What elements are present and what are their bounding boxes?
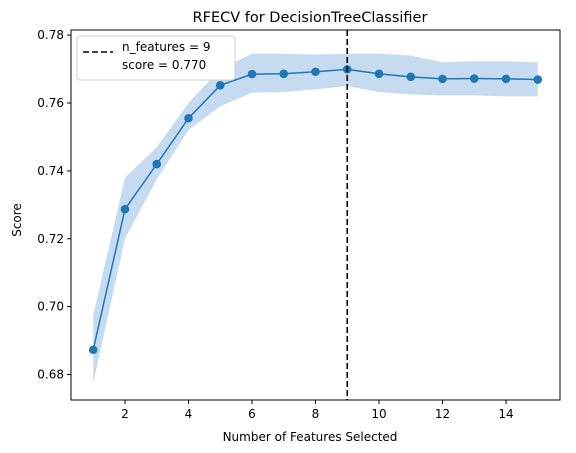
data-point xyxy=(247,69,257,79)
y-tick-label: 0.76 xyxy=(37,96,64,110)
axes-layer: 2 4 6 8 10 12 14 0.68 0.70 0.72 0.74 0.76 0.78 xyxy=(37,28,561,421)
legend-line-1: n_features = 9 xyxy=(122,40,211,54)
line-layer xyxy=(88,65,543,355)
x-tick-label: 8 xyxy=(312,407,320,421)
x-tick-label: 4 xyxy=(185,407,193,421)
band-layer xyxy=(93,53,538,384)
x-tick-label: 14 xyxy=(498,407,513,421)
data-point xyxy=(406,72,416,82)
data-point xyxy=(279,69,289,79)
data-point xyxy=(215,81,225,90)
legend: n_features = 9 score = 0.770 xyxy=(76,35,236,81)
data-point xyxy=(120,204,130,214)
data-point xyxy=(438,74,447,84)
data-point xyxy=(152,159,162,169)
data-point xyxy=(533,75,543,84)
legend-line-2: score = 0.770 xyxy=(122,58,206,72)
y-tick-label: 0.78 xyxy=(37,28,64,42)
x-tick-label: 12 xyxy=(435,407,450,421)
x-tick-label: 2 xyxy=(121,407,129,421)
y-axis-label: Score xyxy=(10,203,24,237)
y-tick-label: 0.74 xyxy=(37,164,64,178)
score-line xyxy=(92,68,538,350)
y-tick-label: 0.70 xyxy=(37,300,64,314)
y-tick-label: 0.68 xyxy=(37,368,64,382)
x-tick-label: 10 xyxy=(371,407,386,421)
y-tick-label: 0.72 xyxy=(37,232,64,246)
legend-frame xyxy=(76,35,236,81)
data-point xyxy=(311,67,320,77)
x-tick-label: 6 xyxy=(248,407,256,421)
confidence-band xyxy=(93,53,538,384)
data-point xyxy=(374,69,384,79)
data-point xyxy=(184,113,193,123)
chart-title: RFECV for DecisionTreeClassifier xyxy=(193,10,428,26)
data-point xyxy=(88,345,98,355)
data-point xyxy=(469,74,479,83)
data-point xyxy=(501,74,511,84)
x-axis-label: Number of Features Selected xyxy=(223,430,398,444)
